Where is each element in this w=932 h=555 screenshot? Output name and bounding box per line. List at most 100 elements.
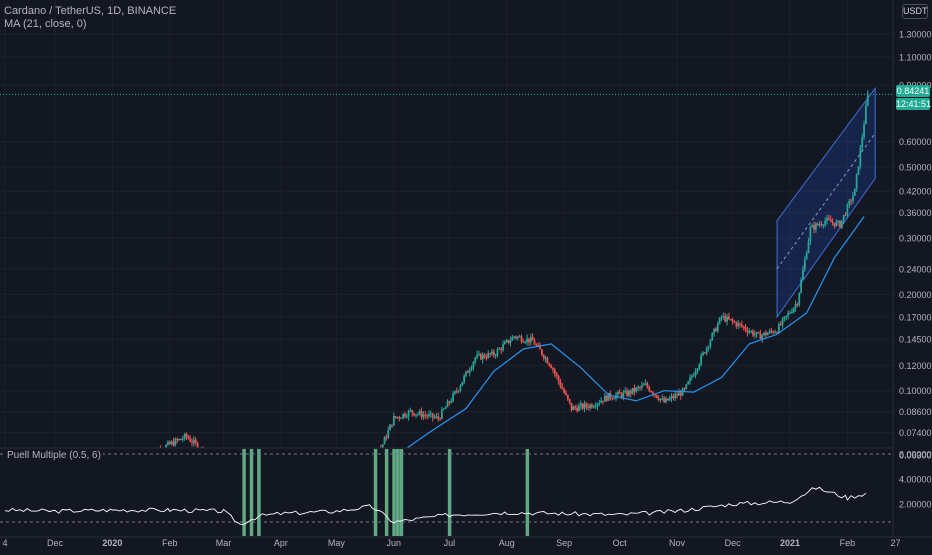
candle — [463, 373, 466, 385]
candle-body — [857, 166, 860, 175]
candle-body — [444, 407, 447, 409]
candle-body — [642, 384, 645, 386]
candle-body — [809, 227, 812, 242]
candle-body — [724, 315, 727, 322]
candle-body — [485, 357, 488, 359]
candle — [426, 413, 429, 420]
candle-body — [657, 397, 660, 401]
candle — [174, 437, 177, 447]
candle-body — [550, 365, 553, 369]
puell-highlight-bar — [373, 449, 378, 536]
candle — [553, 367, 556, 378]
candle-body — [750, 331, 753, 333]
candle-body — [659, 398, 662, 401]
candle-body — [655, 394, 658, 398]
candle — [400, 417, 403, 419]
candle-body — [672, 396, 675, 399]
candle-body — [813, 225, 815, 230]
time-tick-label: Aug — [499, 538, 515, 548]
candle — [829, 215, 832, 223]
candle — [652, 391, 654, 397]
candle-body — [452, 393, 454, 401]
currency-selector[interactable]: USDT — [902, 4, 928, 19]
candle — [646, 381, 649, 389]
candle — [637, 384, 640, 392]
candle-body — [178, 438, 180, 441]
puell-highlight-bar — [242, 449, 246, 536]
candle-body — [191, 441, 193, 443]
candle — [483, 353, 486, 359]
time-tick-label: May — [328, 538, 346, 548]
candle-body — [674, 394, 677, 399]
time-tick-label: Feb — [162, 538, 178, 548]
candle — [600, 397, 603, 404]
candle — [589, 403, 591, 411]
candle — [192, 435, 195, 447]
candle-body — [533, 340, 536, 345]
candle — [452, 390, 454, 403]
candle — [702, 350, 704, 357]
candle — [428, 410, 430, 419]
candle — [835, 219, 838, 227]
candle — [694, 368, 697, 379]
candle — [491, 348, 493, 356]
candle — [811, 223, 814, 228]
candle-body — [472, 361, 475, 368]
candle — [187, 434, 190, 440]
candle — [602, 400, 604, 405]
candle-body — [616, 391, 619, 395]
candle — [816, 222, 819, 226]
candle — [515, 335, 517, 341]
candle — [707, 345, 710, 352]
candle-body — [194, 439, 197, 443]
candle-body — [772, 331, 775, 333]
candle-body — [740, 324, 743, 327]
candle — [468, 367, 471, 377]
candle-body — [816, 223, 819, 226]
candle — [757, 331, 760, 334]
candle — [785, 315, 788, 321]
candle — [570, 402, 573, 412]
regression-channel — [776, 86, 876, 319]
candle-body — [503, 341, 506, 345]
candle — [777, 322, 780, 334]
candle-body — [640, 385, 643, 388]
candle — [385, 434, 388, 441]
candle — [516, 335, 519, 341]
candle-body — [652, 392, 654, 395]
candle — [478, 350, 480, 357]
candle-body — [478, 353, 480, 355]
candle-body — [389, 424, 392, 431]
candle-body — [463, 375, 466, 382]
candle — [391, 424, 393, 428]
price-tick-label: 0.42000 — [899, 187, 932, 197]
candle-body — [170, 441, 173, 445]
candle — [413, 412, 416, 417]
countdown-tag: 12:41:51 — [896, 98, 932, 110]
candle — [181, 435, 184, 443]
candle-body — [511, 337, 514, 341]
candle — [863, 120, 865, 141]
candle-body — [715, 328, 717, 332]
candle — [485, 353, 488, 361]
candle — [189, 435, 192, 443]
candle-body — [648, 387, 651, 392]
candle — [424, 410, 427, 420]
puell-line — [4, 486, 867, 525]
candle-body — [731, 319, 734, 322]
price-tick-label: 0.06300 — [899, 451, 932, 461]
candle — [752, 329, 754, 337]
puell-pane — [0, 448, 893, 537]
price-tick-label: 0.10000 — [899, 386, 932, 396]
candle — [768, 328, 771, 335]
candle — [631, 387, 634, 395]
candle-body — [846, 204, 849, 216]
candle-body — [544, 357, 547, 359]
candle — [663, 395, 666, 403]
candle — [837, 220, 840, 226]
candle-body — [381, 444, 384, 449]
candle — [672, 393, 675, 401]
candle — [765, 329, 767, 338]
